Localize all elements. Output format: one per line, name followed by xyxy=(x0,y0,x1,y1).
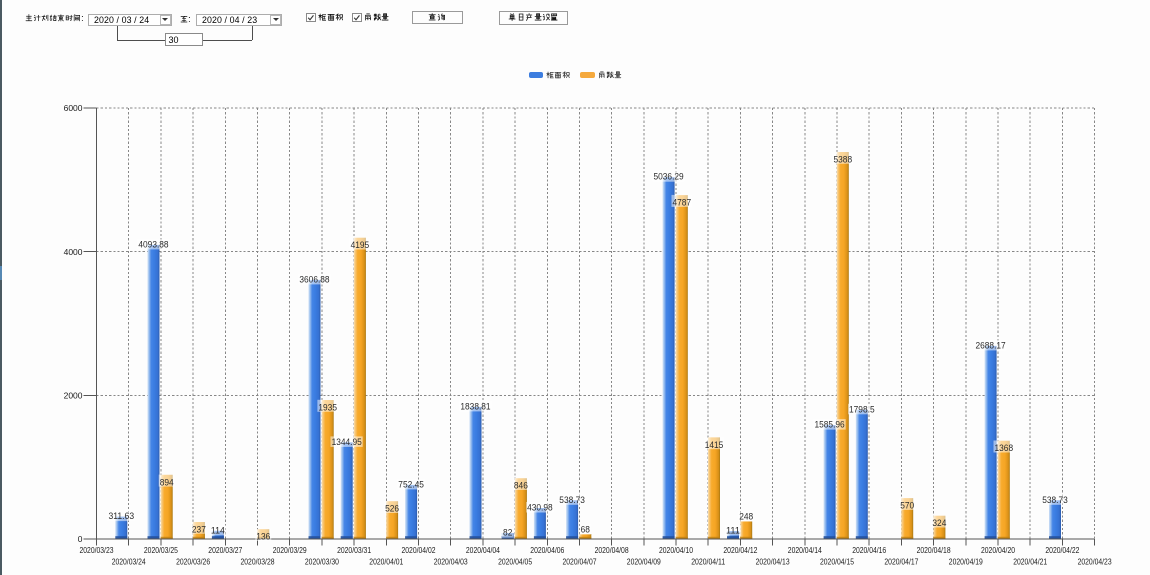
svg-text:0: 0 xyxy=(78,534,83,544)
svg-text:2688.17: 2688.17 xyxy=(976,340,1006,350)
svg-text:2020/04/10: 2020/04/10 xyxy=(659,545,693,555)
svg-text:2020/04/21: 2020/04/21 xyxy=(1013,556,1047,566)
svg-text:2020/04/03: 2020/04/03 xyxy=(434,556,468,566)
svg-text:2020/03/25: 2020/03/25 xyxy=(144,545,178,555)
svg-text:4093.88: 4093.88 xyxy=(138,239,168,249)
svg-text:2020/04/12: 2020/04/12 xyxy=(723,545,757,555)
svg-text:68: 68 xyxy=(581,525,590,535)
svg-text:2020/04/19: 2020/04/19 xyxy=(949,556,983,566)
svg-text:82: 82 xyxy=(503,528,512,538)
svg-text:4195: 4195 xyxy=(351,240,370,250)
svg-text:2020/04/08: 2020/04/08 xyxy=(595,545,629,555)
svg-text:1838.81: 1838.81 xyxy=(460,401,490,411)
svg-text:2000: 2000 xyxy=(64,391,83,401)
svg-text:3606.88: 3606.88 xyxy=(299,274,329,284)
svg-text:894: 894 xyxy=(160,477,174,487)
svg-text:2020/04/06: 2020/04/06 xyxy=(530,545,564,555)
svg-text:2020/04/14: 2020/04/14 xyxy=(788,545,822,555)
svg-text:2020/04/07: 2020/04/07 xyxy=(563,556,597,566)
svg-text:2020/04/05: 2020/04/05 xyxy=(498,556,532,566)
svg-text:2020/03/26: 2020/03/26 xyxy=(176,556,210,566)
svg-text:752.45: 752.45 xyxy=(398,479,424,489)
svg-text:311.63: 311.63 xyxy=(109,511,135,521)
svg-text:248: 248 xyxy=(739,512,753,522)
svg-text:2020/04/17: 2020/04/17 xyxy=(884,556,918,566)
svg-text:2020/04/02: 2020/04/02 xyxy=(402,545,436,555)
svg-text:1935: 1935 xyxy=(318,403,337,413)
svg-text:1344.95: 1344.95 xyxy=(332,437,362,447)
svg-text:430.98: 430.98 xyxy=(527,503,553,513)
svg-text:136: 136 xyxy=(256,532,270,542)
svg-text:1798.5: 1798.5 xyxy=(849,404,875,414)
svg-text:324: 324 xyxy=(932,518,946,528)
svg-text:4787: 4787 xyxy=(673,198,692,208)
svg-text:2020/04/22: 2020/04/22 xyxy=(1045,545,1079,555)
svg-text:2020/03/23: 2020/03/23 xyxy=(80,545,114,555)
svg-text:570: 570 xyxy=(900,501,914,511)
svg-text:538.73: 538.73 xyxy=(1042,495,1068,505)
svg-text:2020/04/15: 2020/04/15 xyxy=(820,556,854,566)
svg-text:1415: 1415 xyxy=(705,440,724,450)
svg-text:1368: 1368 xyxy=(995,443,1014,453)
svg-text:2020/03/24: 2020/03/24 xyxy=(112,556,146,566)
svg-text:2020/04/11: 2020/04/11 xyxy=(691,556,725,566)
svg-text:2020/04/13: 2020/04/13 xyxy=(756,556,790,566)
svg-text:111: 111 xyxy=(726,526,740,536)
svg-text:6000: 6000 xyxy=(64,103,83,113)
svg-text:4000: 4000 xyxy=(64,247,83,257)
svg-text:846: 846 xyxy=(514,481,528,491)
svg-text:2020/04/16: 2020/04/16 xyxy=(852,545,886,555)
svg-text:114: 114 xyxy=(211,525,225,535)
svg-text:538.73: 538.73 xyxy=(559,495,585,505)
svg-text:2020/03/31: 2020/03/31 xyxy=(337,545,371,555)
svg-text:2020/03/27: 2020/03/27 xyxy=(208,545,242,555)
svg-text:526: 526 xyxy=(385,504,399,514)
svg-text:2020/04/20: 2020/04/20 xyxy=(981,545,1015,555)
svg-text:2020/03/30: 2020/03/30 xyxy=(305,556,339,566)
svg-text:2020/04/09: 2020/04/09 xyxy=(627,556,661,566)
svg-text:5388: 5388 xyxy=(834,155,853,165)
svg-text:2020/04/18: 2020/04/18 xyxy=(917,545,951,555)
svg-text:2020/03/28: 2020/03/28 xyxy=(241,556,275,566)
svg-text:2020/04/04: 2020/04/04 xyxy=(466,545,500,555)
svg-text:1585.96: 1585.96 xyxy=(815,420,845,430)
svg-text:2020/03/29: 2020/03/29 xyxy=(273,545,307,555)
svg-text:237: 237 xyxy=(192,525,206,535)
svg-text:5036.29: 5036.29 xyxy=(654,172,684,182)
svg-text:2020/04/23: 2020/04/23 xyxy=(1078,556,1112,566)
svg-text:2020/04/01: 2020/04/01 xyxy=(369,556,403,566)
